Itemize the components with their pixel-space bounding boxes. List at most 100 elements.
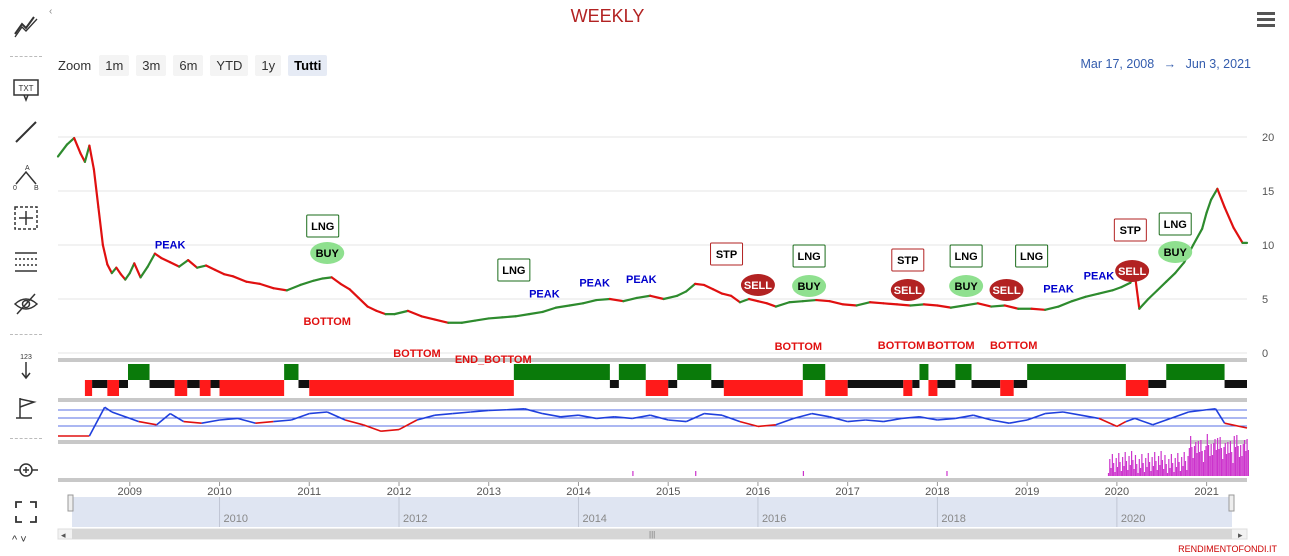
oscillator-segment bbox=[138, 420, 157, 426]
volume-bar bbox=[1224, 443, 1226, 476]
date-range[interactable]: Mar 17, 2008 → Jun 3, 2021 bbox=[1081, 57, 1251, 71]
oscillator-segment bbox=[201, 419, 220, 424]
signal-band-down bbox=[309, 380, 514, 396]
price-segment bbox=[1111, 286, 1123, 292]
sell-badge bbox=[989, 279, 1024, 301]
oscillator-segment bbox=[1188, 408, 1207, 413]
x-tick-label: 2009 bbox=[118, 486, 142, 498]
price-segment bbox=[433, 318, 450, 324]
volume-bar bbox=[1184, 461, 1187, 476]
price-segment bbox=[133, 262, 142, 279]
line-icon[interactable] bbox=[8, 114, 44, 150]
price-segment bbox=[339, 282, 351, 291]
zoom-1m-button[interactable]: 1m bbox=[99, 55, 130, 76]
volume-bar bbox=[1229, 441, 1232, 476]
price-segment bbox=[568, 302, 585, 307]
volume-bar bbox=[1231, 452, 1233, 476]
price-segment bbox=[1057, 300, 1074, 308]
volume-bar bbox=[1168, 459, 1170, 476]
watermark: RENDIMENTOFONDI.IT bbox=[1178, 544, 1277, 554]
signal-band-down bbox=[1125, 380, 1149, 396]
x-tick-label: 2014 bbox=[566, 486, 590, 498]
oscillator-segment bbox=[1009, 419, 1028, 424]
oscillator-segment bbox=[309, 411, 328, 415]
price-segment bbox=[285, 283, 302, 292]
price-segment bbox=[348, 288, 360, 300]
volume-bar bbox=[1122, 457, 1124, 476]
volume-bar bbox=[1214, 439, 1216, 476]
stp-box bbox=[1113, 218, 1147, 242]
crosshair-icon[interactable] bbox=[8, 200, 44, 236]
volume-bar bbox=[1193, 446, 1196, 476]
x-tick-label: 2020 bbox=[1105, 486, 1129, 498]
signal-band-flat bbox=[912, 380, 920, 388]
scroll-toolbar-icon[interactable]: ^ ˅ bbox=[12, 534, 27, 546]
volume-bar bbox=[1127, 470, 1129, 476]
oscillator-segment bbox=[650, 414, 669, 421]
volume-bar bbox=[1163, 469, 1165, 476]
buy-badge bbox=[949, 275, 984, 297]
signal-bands bbox=[84, 364, 1247, 396]
navigator-tick-label: 2012 bbox=[403, 513, 427, 525]
price-segment bbox=[662, 294, 679, 301]
scroll-right-arrow: ▸ bbox=[1238, 530, 1243, 540]
price-segment bbox=[1201, 211, 1208, 230]
zoom-all-button[interactable]: Tutti bbox=[288, 55, 328, 76]
hide-icon[interactable] bbox=[8, 286, 44, 322]
volume-bar bbox=[1107, 473, 1110, 476]
menu-icon[interactable] bbox=[1257, 12, 1275, 30]
stp-label: STP bbox=[1120, 225, 1141, 237]
navigator: 2010 2012 2014 2016 2018 2020 ◂ ▸ ||| bbox=[57, 494, 1248, 540]
navigator-handle-right bbox=[1228, 494, 1235, 512]
price-segment bbox=[321, 276, 333, 280]
text-annotation-icon[interactable]: TXT bbox=[8, 72, 44, 108]
volume-bar bbox=[1215, 450, 1217, 476]
price-segment bbox=[828, 300, 845, 306]
zoom-6m-button[interactable]: 6m bbox=[173, 55, 204, 76]
zoom-ytd-button[interactable]: YTD bbox=[210, 55, 249, 76]
oscillator-segment bbox=[1206, 408, 1216, 411]
x-tick-label: 2018 bbox=[925, 486, 949, 498]
price-segment bbox=[1138, 297, 1150, 310]
volume-bar bbox=[1166, 473, 1169, 476]
peak-label: PEAK bbox=[1043, 284, 1074, 296]
bottom-label: BOTTOM bbox=[990, 340, 1037, 352]
price-segment bbox=[1147, 289, 1159, 301]
indicators-icon[interactable] bbox=[8, 8, 44, 44]
range-from[interactable]: Mar 17, 2008 bbox=[1080, 57, 1155, 71]
volume-bar bbox=[1146, 467, 1148, 476]
range-to[interactable]: Jun 3, 2021 bbox=[1185, 57, 1251, 71]
price-segment bbox=[1084, 292, 1101, 298]
flag-icon[interactable] bbox=[8, 390, 44, 426]
volume-bar bbox=[1145, 458, 1147, 476]
price-label-icon[interactable]: 123 bbox=[8, 348, 44, 384]
volume-bar bbox=[1242, 444, 1244, 476]
price-segment bbox=[702, 283, 715, 291]
num-label: 123 bbox=[20, 354, 32, 361]
oscillator-segment bbox=[344, 419, 364, 426]
volume-bar bbox=[1201, 451, 1203, 476]
volume-bar bbox=[1182, 466, 1184, 476]
collapse-toolbar-icon[interactable]: ‹ bbox=[49, 6, 53, 17]
volume-bar bbox=[1169, 468, 1171, 476]
price-segment bbox=[299, 279, 315, 287]
lng-box bbox=[949, 244, 983, 268]
price-segment bbox=[406, 309, 423, 318]
panel-separator bbox=[58, 478, 1247, 482]
volume-bar bbox=[1110, 468, 1112, 476]
measure-icon[interactable]: A 0 B bbox=[8, 158, 44, 194]
oscillator-segment bbox=[614, 416, 633, 420]
zoom-1y-button[interactable]: 1y bbox=[255, 55, 282, 76]
oscillator-panel bbox=[58, 406, 1248, 437]
oscillator-segment bbox=[470, 409, 489, 413]
zoom-icon[interactable] bbox=[8, 452, 44, 488]
lines-icon[interactable] bbox=[8, 244, 44, 280]
fullscreen-icon[interactable] bbox=[8, 494, 44, 530]
sell-badge bbox=[890, 279, 925, 301]
oscillator-segment bbox=[811, 412, 830, 418]
price-segment bbox=[97, 206, 104, 247]
bottom-label: END_BOTTOM bbox=[455, 354, 532, 366]
zoom-3m-button[interactable]: 3m bbox=[136, 55, 167, 76]
